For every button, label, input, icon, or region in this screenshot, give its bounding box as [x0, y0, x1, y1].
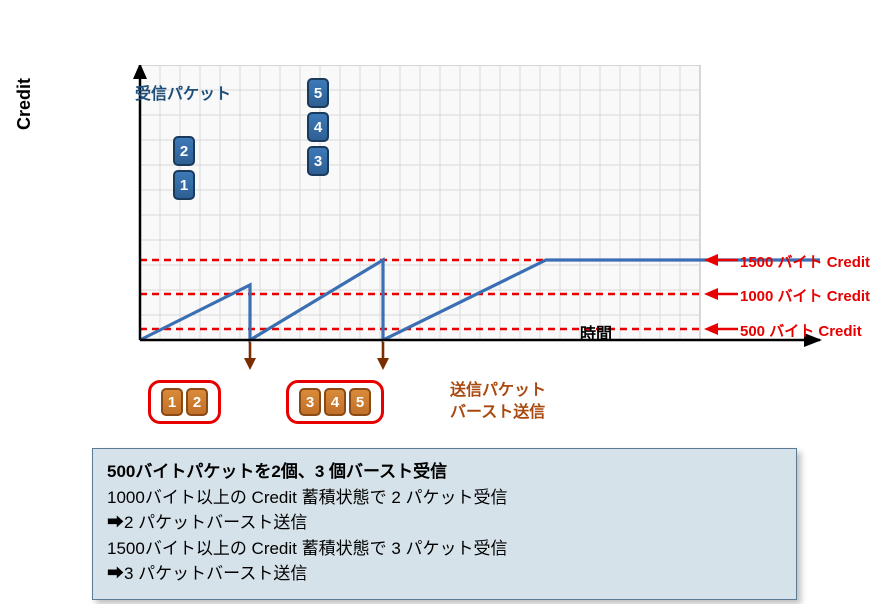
received-packet: 3	[307, 146, 329, 176]
tx-burst-group: 12	[148, 380, 221, 424]
received-packet: 1	[173, 170, 195, 200]
credit-level-label: 500 バイト Credit	[740, 320, 862, 341]
received-packet: 4	[307, 112, 329, 142]
transmitted-packet: 4	[324, 388, 346, 416]
received-packet: 2	[173, 136, 195, 166]
transmitted-packet: 2	[186, 388, 208, 416]
credit-level-label: 1000 バイト Credit	[740, 285, 870, 306]
info-line-2: ➡2 パケットバースト送信	[107, 510, 782, 536]
credit-level-label: 1500 バイト Credit	[740, 251, 870, 272]
info-title: 500バイトパケットを2個、3 個バースト受信	[107, 459, 782, 485]
received-packet: 5	[307, 78, 329, 108]
info-box: 500バイトパケットを2個、3 個バースト受信 1000バイト以上の Credi…	[92, 448, 797, 600]
x-axis-label: 時間	[580, 320, 612, 344]
tx-burst-group: 345	[286, 380, 384, 424]
diagram-container: Credit 受信パケット 21543 1500 バイト Credit1000 …	[20, 20, 874, 584]
received-packets-label: 受信パケット	[135, 80, 231, 104]
transmitted-packet: 3	[299, 388, 321, 416]
info-line-4: ➡3 パケットバースト送信	[107, 561, 782, 587]
y-axis-label: Credit	[14, 78, 35, 130]
transmitted-packet: 5	[349, 388, 371, 416]
transmitted-packet: 1	[161, 388, 183, 416]
info-line-1: 1000バイト以上の Credit 蓄積状態で 2 パケット受信	[107, 485, 782, 511]
transmitted-packets-label: 送信パケット バースト送信	[450, 380, 546, 423]
info-line-3: 1500バイト以上の Credit 蓄積状態で 3 パケット受信	[107, 536, 782, 562]
